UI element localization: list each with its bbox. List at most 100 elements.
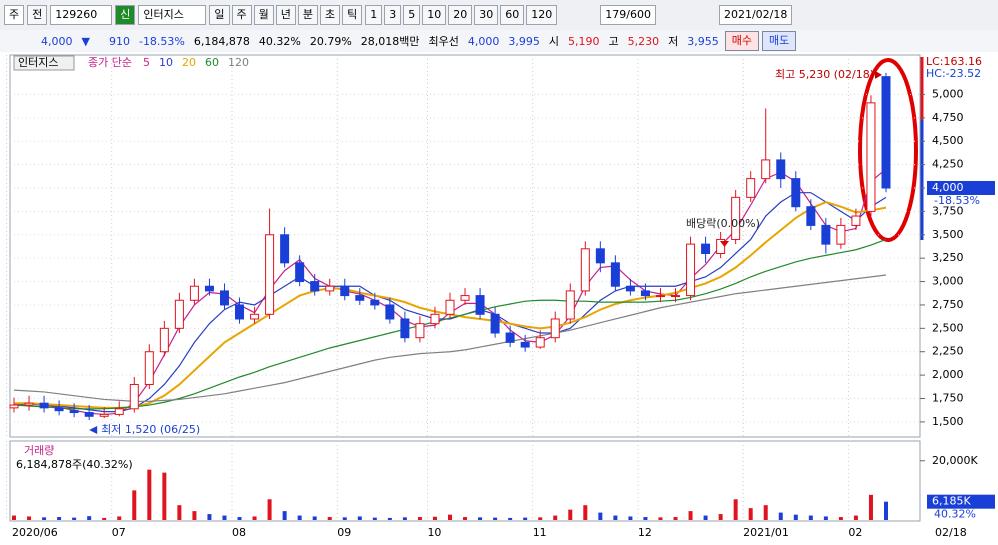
volume-bar: [764, 505, 768, 520]
amount: 28,018백만: [358, 33, 423, 49]
low-label: 저: [665, 33, 681, 49]
volume-bar: [403, 517, 407, 520]
volume-bar: [388, 518, 392, 520]
candle-body: [852, 216, 860, 225]
interval-button[interactable]: 1: [365, 5, 382, 25]
volume-bar: [568, 510, 572, 520]
y-tick-label: 1,500: [932, 415, 964, 428]
legend-label: 종가 단순: [88, 56, 132, 69]
x-tick-label: 10: [427, 526, 441, 539]
interval-button[interactable]: 30: [474, 5, 498, 25]
interval-button[interactable]: 120: [526, 5, 557, 25]
interval-button[interactable]: 60: [500, 5, 524, 25]
volume-bar: [343, 517, 347, 520]
volume-bar: [102, 518, 106, 520]
period-buttons: 일주월년분초틱: [209, 5, 362, 25]
period-button[interactable]: 틱: [342, 5, 362, 25]
interval-button[interactable]: 5: [403, 5, 420, 25]
volume-bar: [177, 505, 181, 520]
volume-bar: [117, 516, 121, 520]
x-tick-label: 07: [112, 526, 126, 539]
volume-bar: [493, 518, 497, 520]
interval-button[interactable]: 3: [384, 5, 401, 25]
candle-body: [641, 291, 649, 296]
interval-button[interactable]: 10: [422, 5, 446, 25]
candle-body: [220, 291, 228, 305]
y-tick-label: 4,250: [932, 158, 964, 171]
y-tick-label: 20,000K: [932, 454, 978, 467]
prev-button[interactable]: 전: [27, 5, 47, 25]
volume-bar: [704, 516, 708, 520]
volume-bar: [674, 517, 678, 520]
volume-bar: [87, 516, 91, 520]
volume-bar: [57, 517, 61, 520]
candle-body: [281, 235, 289, 263]
volume-bar: [42, 517, 46, 520]
volume-bar: [658, 517, 662, 520]
candle-body: [566, 291, 574, 319]
period-button[interactable]: 분: [298, 5, 318, 25]
volume-bar: [749, 508, 753, 520]
candle-body: [702, 244, 710, 253]
period-button[interactable]: 일: [209, 5, 229, 25]
candle-body: [236, 305, 244, 319]
candle-body: [581, 249, 589, 291]
volume-legend: 6,184,878주(40.32%): [16, 458, 133, 471]
current-price: 4,000: [932, 181, 964, 194]
volume-last: 6,185K: [932, 495, 971, 508]
sell-button[interactable]: 매도: [762, 31, 796, 51]
legend-name: 인터지스: [18, 56, 58, 69]
y-tick-label: 3,000: [932, 275, 964, 288]
volume-bar: [12, 516, 16, 520]
period-button[interactable]: 월: [254, 5, 274, 25]
candle-body: [536, 338, 544, 347]
candle-body: [190, 286, 198, 300]
period-button[interactable]: 년: [276, 5, 296, 25]
candle-body: [882, 77, 890, 188]
count-input[interactable]: 179/600: [600, 5, 656, 25]
period-button[interactable]: 초: [320, 5, 340, 25]
high-annotation: 최고 5,230 (02/18): [775, 68, 874, 81]
candle-body: [341, 286, 349, 295]
badge: 신: [115, 5, 135, 25]
candle-body: [747, 179, 755, 198]
volume-bar: [328, 517, 332, 520]
candle-body: [792, 179, 800, 207]
volume-bar: [839, 517, 843, 520]
hc-label: HC:-23.52: [926, 67, 981, 80]
candle-body: [401, 319, 409, 338]
code-input[interactable]: 129260: [50, 5, 112, 25]
legend-entry: 5: [143, 56, 150, 69]
volume-bar: [869, 495, 873, 520]
volume-bar: [207, 514, 211, 520]
volume-bar: [268, 499, 272, 520]
y-tick-label: 2,500: [932, 321, 964, 334]
low: 3,955: [684, 35, 722, 48]
candle-body: [205, 286, 213, 291]
period-button[interactable]: 주: [232, 5, 252, 25]
candle-body: [55, 408, 63, 411]
date-input[interactable]: 2021/02/18: [719, 5, 792, 25]
volume-bar: [27, 516, 31, 520]
x-tick-label: 02: [848, 526, 862, 539]
interval-button[interactable]: 20: [448, 5, 472, 25]
candle-body: [326, 286, 334, 291]
volume-bar: [478, 517, 482, 520]
volume-bar: [613, 516, 617, 520]
volume-bar: [523, 518, 527, 520]
bid: 3,995: [505, 35, 543, 48]
change: 910: [106, 35, 133, 48]
market-select[interactable]: 주: [4, 5, 24, 25]
y-tick-label: 1,750: [932, 392, 964, 405]
price: 4,000: [38, 35, 76, 48]
volume-bar: [433, 517, 437, 520]
candle-body: [311, 282, 319, 291]
candle-body: [611, 263, 619, 286]
volume-bar: [809, 516, 813, 520]
buy-button[interactable]: 매수: [725, 31, 759, 51]
candle-body: [130, 384, 138, 408]
y-tick-label: 4,500: [932, 134, 964, 147]
candle-body: [551, 319, 559, 338]
